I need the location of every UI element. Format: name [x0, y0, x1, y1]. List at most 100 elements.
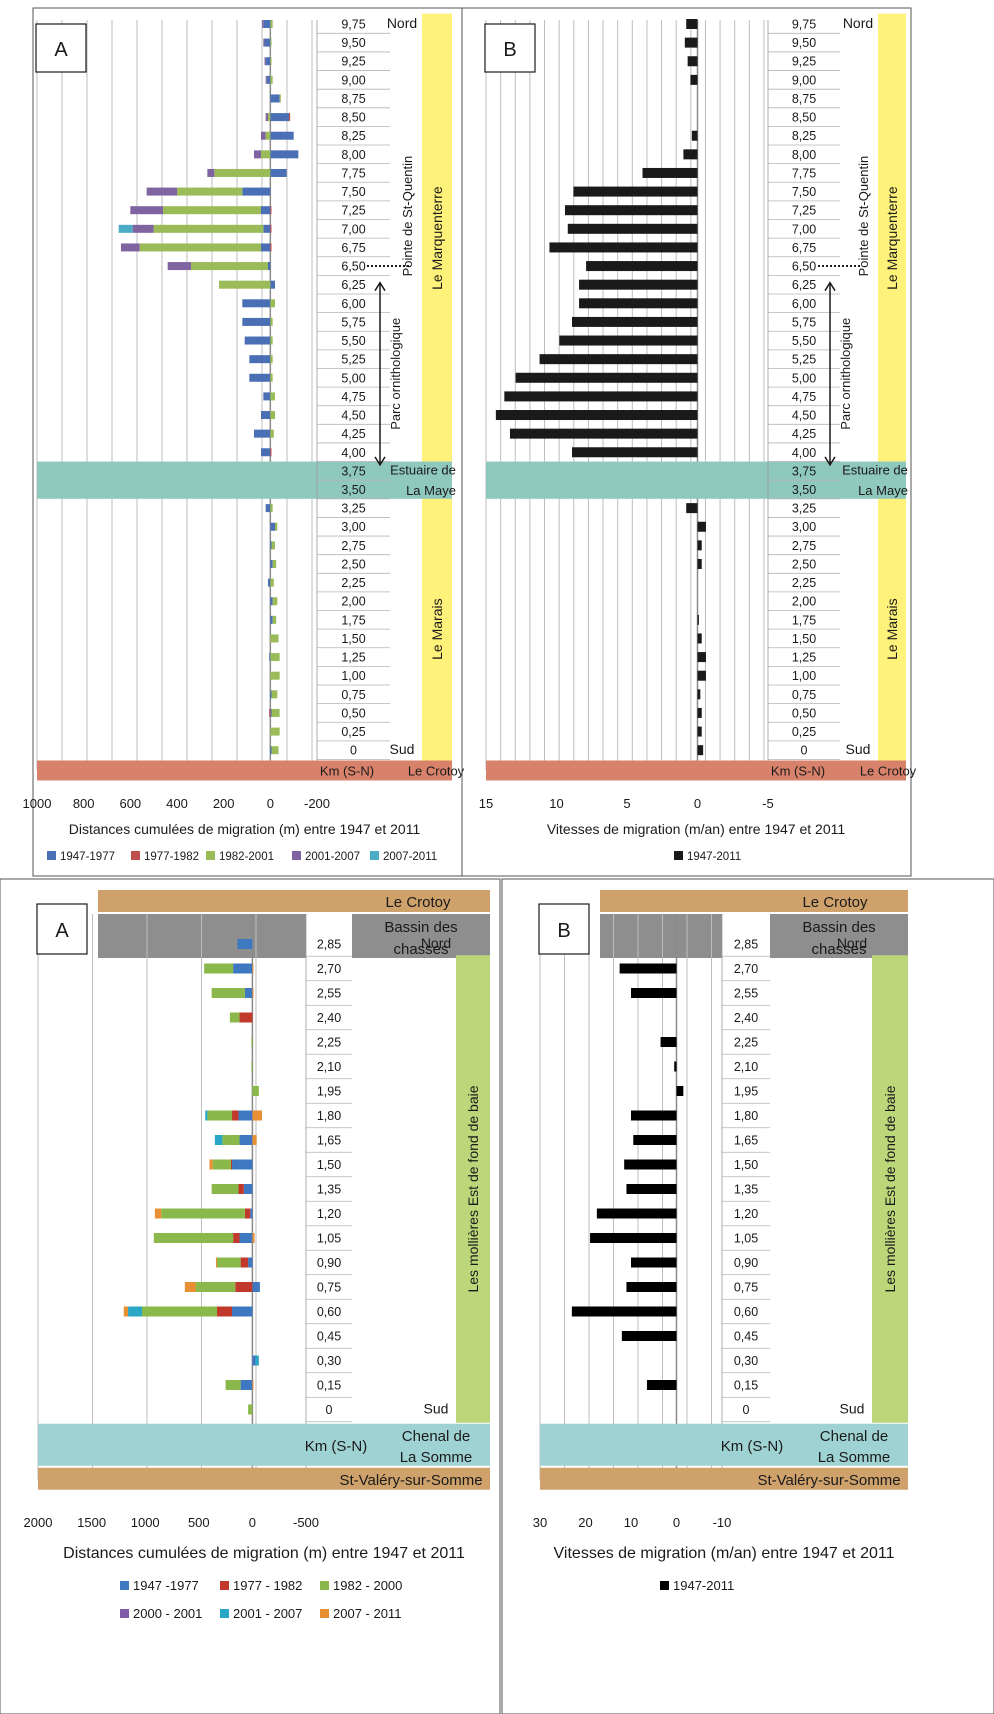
- bar: [697, 745, 704, 756]
- bar: [495, 410, 698, 421]
- category-label: 0,15: [734, 1379, 758, 1393]
- bar: [261, 131, 266, 140]
- x-axis-label: Vitesses de migration (m/an) entre 1947 …: [547, 821, 846, 837]
- category-label: 2,25: [734, 1036, 758, 1050]
- bar: [232, 1159, 253, 1170]
- zone-band: [878, 497, 906, 761]
- panel-label: B: [503, 39, 516, 61]
- bar: [270, 522, 275, 531]
- bar: [254, 429, 271, 438]
- category-label: 4,75: [341, 390, 365, 404]
- bar: [270, 448, 272, 457]
- category-label: 0,75: [792, 688, 816, 702]
- bar: [121, 243, 140, 252]
- category-label: 6,75: [792, 241, 816, 255]
- x-tick-label: -5: [762, 796, 774, 811]
- category-label: 1,80: [317, 1109, 341, 1123]
- bar: [571, 1306, 677, 1317]
- zone-label: Les mollières Est de fond de baie: [465, 1085, 481, 1292]
- category-label: 0,30: [734, 1354, 758, 1368]
- bar: [128, 1306, 142, 1317]
- bar: [235, 1282, 253, 1292]
- bar: [212, 1159, 231, 1170]
- bar: [252, 1282, 260, 1292]
- bar: [270, 653, 280, 662]
- legend-label: 1977 - 1982: [233, 1578, 302, 1593]
- legend-swatch: [320, 1581, 329, 1590]
- bar: [270, 224, 272, 233]
- arrow-head-bottom: [374, 456, 386, 467]
- bar: [250, 1208, 253, 1219]
- point-label: Pointe de St-Quentin: [400, 156, 415, 277]
- legend-label: 2000 - 2001: [133, 1606, 202, 1621]
- bar: [177, 187, 243, 196]
- category-label: 0,15: [317, 1379, 341, 1393]
- bar: [261, 411, 271, 420]
- top-band-label: Bassin des: [384, 919, 457, 936]
- bar: [687, 56, 698, 67]
- bars: [118, 20, 299, 755]
- x-tick-label: -500: [293, 1515, 319, 1530]
- direction-label-sud: Sud: [424, 1401, 449, 1417]
- bar: [239, 1012, 253, 1023]
- x-tick-label: 1500: [77, 1515, 106, 1530]
- bar: [697, 707, 702, 718]
- bar: [270, 578, 274, 587]
- zone-band: [878, 13, 906, 463]
- bar: [118, 224, 133, 233]
- top-band-label: Le Crotoy: [385, 894, 451, 911]
- bar: [265, 113, 268, 122]
- panel-top-b: Le Marquenterre Le Marais Estuaire de La Ma…: [461, 7, 917, 877]
- panel-frame: [461, 7, 912, 877]
- legend-label: 1982-2001: [219, 851, 274, 863]
- bar: [683, 149, 698, 160]
- bar: [242, 187, 271, 196]
- category-label: 4,50: [341, 409, 365, 423]
- category-label: 1,05: [734, 1232, 758, 1246]
- panel-label: A: [54, 39, 68, 61]
- bar: [270, 336, 273, 345]
- bar: [270, 429, 274, 438]
- bar: [232, 1306, 253, 1317]
- category-label: 9,75: [792, 18, 816, 32]
- panel-frame: [0, 878, 501, 1714]
- category-label: 1,50: [341, 632, 365, 646]
- category-label: 4,50: [792, 409, 816, 423]
- legend-swatch: [206, 851, 215, 860]
- category-label: 4,00: [341, 446, 365, 460]
- category-label: 0,60: [734, 1305, 758, 1319]
- bar: [141, 1306, 218, 1317]
- category-label: 9,50: [341, 36, 365, 50]
- bar: [195, 1282, 236, 1292]
- x-tick-label: 0: [673, 1515, 680, 1530]
- category-label: 6,25: [792, 278, 816, 292]
- bar: [272, 559, 277, 568]
- bar: [146, 187, 177, 196]
- bar: [272, 597, 278, 606]
- bar: [265, 504, 271, 513]
- category-label: 2,25: [317, 1036, 341, 1050]
- category-label: 0,75: [734, 1281, 758, 1295]
- category-label: 2,10: [317, 1060, 341, 1074]
- bar: [261, 243, 271, 252]
- bar: [163, 206, 261, 215]
- bar: [660, 1037, 677, 1047]
- bar: [184, 1282, 196, 1292]
- category-label: 1,80: [734, 1109, 758, 1123]
- category-label: 4,25: [792, 427, 816, 441]
- bar: [264, 38, 271, 47]
- bar: [621, 1331, 677, 1341]
- category-label: 0,25: [341, 725, 365, 739]
- bar: [697, 689, 701, 700]
- bottom-band-label: La Somme: [818, 1449, 891, 1466]
- bar: [271, 541, 275, 550]
- bar: [590, 1233, 677, 1243]
- top-band-label: Le Crotoy: [802, 894, 868, 911]
- top-band-le-crotoy: [98, 890, 490, 912]
- bar: [244, 988, 253, 998]
- top-band-label: Bassin des: [802, 919, 875, 936]
- bar: [270, 373, 273, 382]
- bar: [239, 1135, 253, 1145]
- bar: [266, 75, 271, 84]
- category-label: 5,00: [792, 371, 816, 385]
